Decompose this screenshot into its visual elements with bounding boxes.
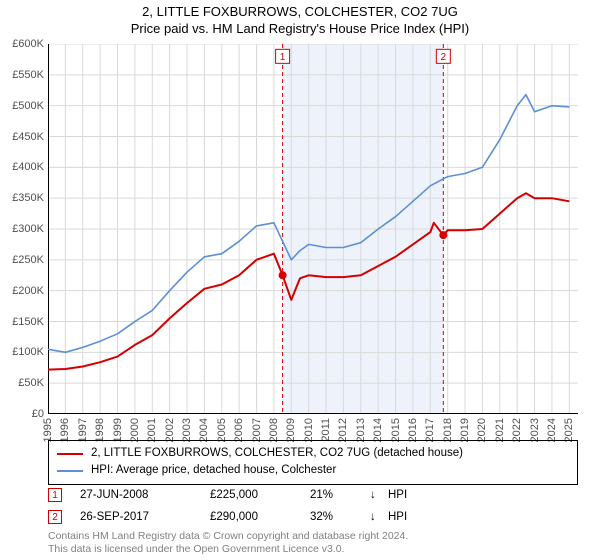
x-axis-tick-label: 2009 bbox=[285, 418, 297, 442]
chart-title-line1: 2, LITTLE FOXBURROWS, COLCHESTER, CO2 7U… bbox=[0, 4, 600, 19]
chart-title-block: 2, LITTLE FOXBURROWS, COLCHESTER, CO2 7U… bbox=[0, 4, 600, 36]
chart-container: { "title": { "line1": "2, LITTLE FOXBURR… bbox=[0, 0, 600, 560]
y-axis-tick-label: £50K bbox=[0, 377, 44, 389]
x-axis-tick-label: 2005 bbox=[216, 418, 228, 442]
y-axis-tick-label: £400K bbox=[0, 161, 44, 173]
legend-swatch bbox=[57, 453, 83, 455]
x-axis-tick-label: 2020 bbox=[476, 418, 488, 442]
x-axis-tick-label: 2008 bbox=[268, 418, 280, 442]
legend-label: HPI: Average price, detached house, Colc… bbox=[91, 462, 336, 479]
chart-plot-area: 12 bbox=[48, 44, 578, 414]
legend-label: 2, LITTLE FOXBURROWS, COLCHESTER, CO2 7U… bbox=[91, 445, 463, 462]
x-axis-tick-label: 2022 bbox=[511, 418, 523, 442]
transaction-row: 2 26-SEP-2017£290,00032%↓HPI bbox=[48, 506, 578, 528]
y-axis-tick-label: £500K bbox=[0, 100, 44, 112]
transaction-pct: 21% bbox=[310, 489, 370, 501]
x-axis-tick-label: 2010 bbox=[303, 418, 315, 442]
x-axis-tick-label: 2011 bbox=[320, 418, 332, 442]
x-axis-tick-label: 2019 bbox=[459, 418, 471, 442]
x-axis-tick-label: 2012 bbox=[337, 418, 349, 442]
y-axis-tick-label: £150K bbox=[0, 316, 44, 328]
x-axis-tick-label: 2025 bbox=[563, 418, 575, 442]
x-axis-tick-label: 1997 bbox=[77, 418, 89, 442]
y-axis-tick-label: £450K bbox=[0, 131, 44, 143]
transaction-pct: 32% bbox=[310, 511, 370, 523]
transaction-row: 1 27-JUN-2008£225,00021%↓HPI bbox=[48, 484, 578, 506]
x-axis-tick-label: 2013 bbox=[355, 418, 367, 442]
y-axis-tick-label: £550K bbox=[0, 69, 44, 81]
down-arrow-icon: ↓ bbox=[370, 489, 388, 501]
y-axis-tick-label: £600K bbox=[0, 38, 44, 50]
chart-svg: 12 bbox=[48, 44, 578, 414]
footer-line1: Contains HM Land Registry data © Crown c… bbox=[48, 530, 578, 543]
legend-item: 2, LITTLE FOXBURROWS, COLCHESTER, CO2 7U… bbox=[57, 445, 569, 462]
x-axis-tick-label: 2016 bbox=[407, 418, 419, 442]
x-axis-tick-label: 1998 bbox=[94, 418, 106, 442]
x-axis-tick-label: 2000 bbox=[129, 418, 141, 442]
svg-text:2: 2 bbox=[441, 52, 447, 63]
x-axis-tick-label: 2023 bbox=[529, 418, 541, 442]
legend-swatch bbox=[57, 470, 83, 472]
x-axis-tick-label: 2001 bbox=[146, 418, 158, 442]
transaction-price: £290,000 bbox=[210, 511, 310, 523]
transaction-date: 27-JUN-2008 bbox=[80, 489, 210, 501]
x-axis-tick-label: 2014 bbox=[372, 418, 384, 442]
transaction-price: £225,000 bbox=[210, 489, 310, 501]
y-axis-tick-label: £200K bbox=[0, 285, 44, 297]
x-axis-tick-label: 2024 bbox=[546, 418, 558, 442]
transaction-suffix: HPI bbox=[388, 489, 407, 501]
x-axis-tick-label: 2002 bbox=[164, 418, 176, 442]
svg-text:1: 1 bbox=[280, 52, 286, 63]
footer-attribution: Contains HM Land Registry data © Crown c… bbox=[48, 530, 578, 556]
y-axis-tick-label: £0 bbox=[0, 408, 44, 420]
x-axis-tick-label: 2003 bbox=[181, 418, 193, 442]
y-axis-tick-label: £250K bbox=[0, 254, 44, 266]
down-arrow-icon: ↓ bbox=[370, 511, 388, 523]
legend-item: HPI: Average price, detached house, Colc… bbox=[57, 462, 569, 479]
transaction-suffix: HPI bbox=[388, 511, 407, 523]
x-axis-tick-label: 2015 bbox=[390, 418, 402, 442]
x-axis-tick-label: 1996 bbox=[59, 418, 71, 442]
transaction-marker: 1 bbox=[48, 488, 62, 502]
x-axis-tick-label: 2021 bbox=[494, 418, 506, 442]
transaction-marker: 2 bbox=[48, 510, 62, 524]
transactions-table: 1 27-JUN-2008£225,00021%↓HPI 2 26-SEP-2017£… bbox=[48, 484, 578, 528]
y-axis-tick-label: £100K bbox=[0, 346, 44, 358]
x-axis-tick-label: 2007 bbox=[251, 418, 263, 442]
x-axis-tick-label: 2017 bbox=[424, 418, 436, 442]
y-axis-tick-label: £300K bbox=[0, 223, 44, 235]
transaction-date: 26-SEP-2017 bbox=[80, 511, 210, 523]
x-axis-tick-label: 1999 bbox=[112, 418, 124, 442]
x-axis-tick-label: 2004 bbox=[198, 418, 210, 442]
x-axis-tick-label: 2006 bbox=[233, 418, 245, 442]
footer-line2: This data is licensed under the Open Gov… bbox=[48, 543, 578, 556]
legend-box: 2, LITTLE FOXBURROWS, COLCHESTER, CO2 7U… bbox=[48, 440, 578, 485]
y-axis-tick-label: £350K bbox=[0, 192, 44, 204]
x-axis-tick-label: 1995 bbox=[42, 418, 54, 442]
x-axis-tick-label: 2018 bbox=[442, 418, 454, 442]
chart-title-line2: Price paid vs. HM Land Registry's House … bbox=[0, 21, 600, 36]
